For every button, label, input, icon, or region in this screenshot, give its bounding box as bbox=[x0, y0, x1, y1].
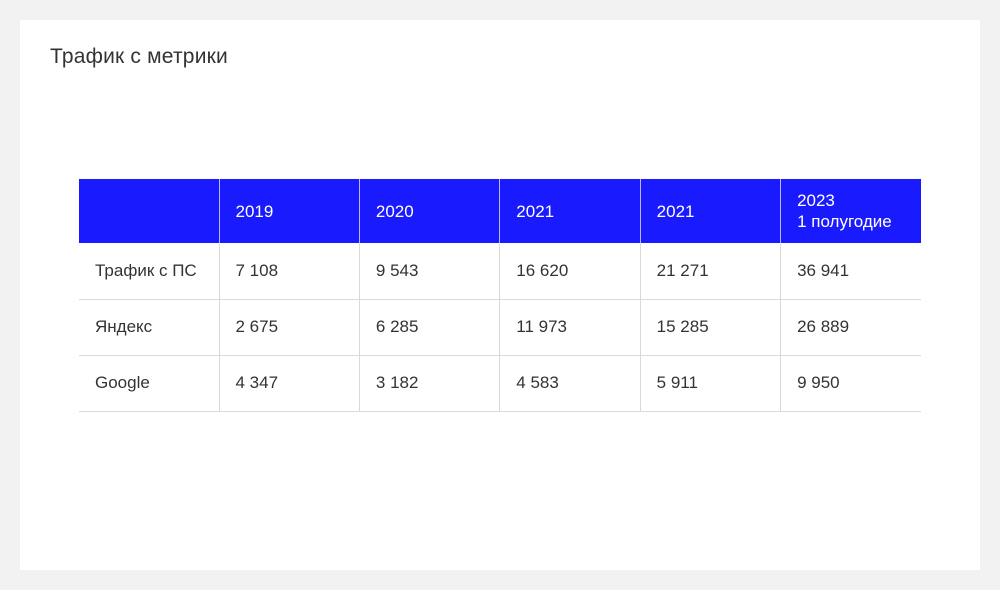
table-header-cell: 2021 bbox=[639, 179, 781, 243]
row-label: Google bbox=[95, 373, 150, 392]
row-label: Яндекс bbox=[95, 317, 153, 336]
header-year: 2020 bbox=[375, 201, 414, 221]
content-card: Трафик с метрики 2019 2020 2021 bbox=[20, 20, 980, 570]
table-cell: 5 911 bbox=[639, 355, 781, 411]
table-cell: 3 182 bbox=[358, 355, 500, 411]
table-row: Google 4 347 3 182 4 583 5 911 9 950 bbox=[79, 355, 921, 411]
table-cell: 4 347 bbox=[218, 355, 360, 411]
table-cell: 26 889 bbox=[780, 299, 921, 355]
table-cell: 21 271 bbox=[639, 243, 781, 299]
header-year: 2023 bbox=[797, 191, 835, 210]
table-header-cell: 2020 bbox=[358, 179, 500, 243]
header-year: 2021 bbox=[516, 201, 555, 221]
table-header-corner bbox=[79, 179, 219, 243]
table-header-cell: 2023 1 полугодие bbox=[780, 179, 921, 243]
table-row: Трафик с ПС 7 108 9 543 16 620 21 271 36… bbox=[79, 243, 921, 299]
table-header-row: 2019 2020 2021 2021 2023 1 полугод bbox=[79, 179, 921, 243]
table-cell: 4 583 bbox=[499, 355, 641, 411]
table-header-cell: 2021 bbox=[499, 179, 641, 243]
table-cell: 2 675 bbox=[218, 299, 360, 355]
header-year: 2019 bbox=[235, 201, 274, 221]
traffic-table: 2019 2020 2021 2021 2023 1 полугод bbox=[79, 179, 921, 412]
header-year: 2021 bbox=[656, 201, 695, 221]
page-title: Трафик с метрики bbox=[50, 45, 228, 68]
header-subtitle: 1 полугодие bbox=[797, 212, 892, 231]
row-label: Трафик с ПС bbox=[95, 260, 197, 280]
table-cell: 7 108 bbox=[218, 243, 360, 299]
table-cell: 6 285 bbox=[358, 299, 500, 355]
table-cell: 9 950 bbox=[780, 355, 921, 411]
table-header-cell: 2019 bbox=[218, 179, 360, 243]
table-cell: 36 941 bbox=[780, 243, 921, 299]
table-cell: 9 543 bbox=[358, 243, 500, 299]
table-row: Яндекс 2 675 6 285 11 973 15 285 26 889 bbox=[79, 299, 921, 355]
table-cell: 16 620 bbox=[499, 243, 641, 299]
table-cell: 11 973 bbox=[499, 299, 641, 355]
table-cell: 15 285 bbox=[639, 299, 781, 355]
